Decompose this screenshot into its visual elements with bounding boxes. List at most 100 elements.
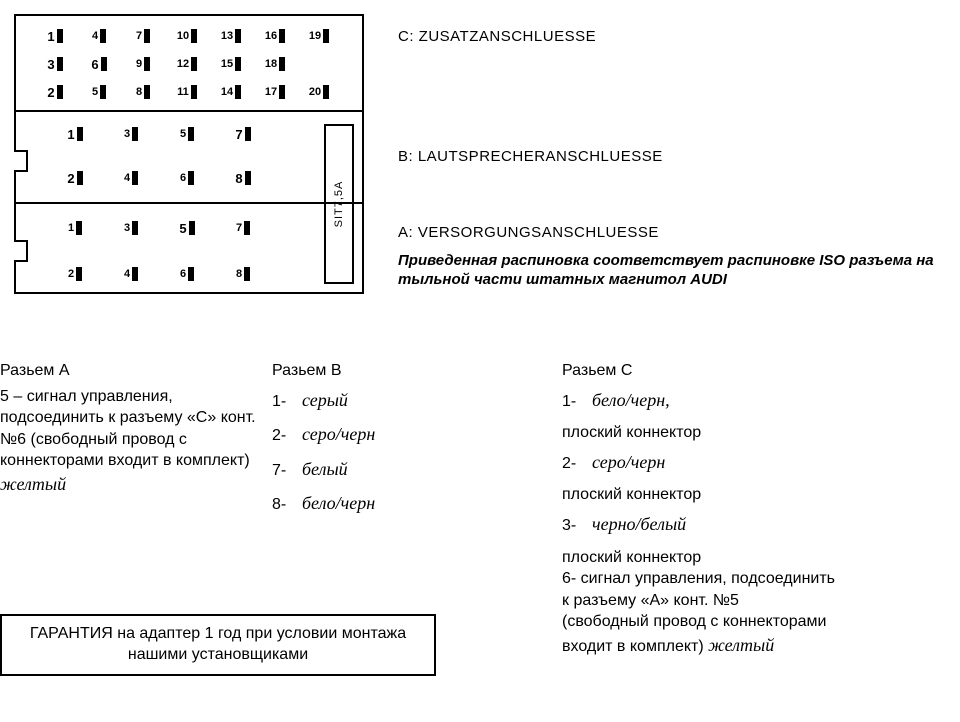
pin-number: 6 bbox=[180, 172, 186, 184]
pin-3: 3 bbox=[110, 127, 152, 141]
col-b-pin-line: 2- серо/черн bbox=[272, 422, 544, 447]
label-b: B: LAUTSPRECHERANSCHLUESSE bbox=[398, 148, 663, 165]
pin-number: 2 bbox=[68, 268, 74, 280]
pin-bar-icon bbox=[245, 171, 251, 185]
column-a-hand: желтый bbox=[0, 474, 66, 494]
pin-number: 14 bbox=[221, 86, 233, 98]
pin-label: 8- bbox=[272, 494, 294, 516]
pin-17: 17 bbox=[254, 85, 296, 99]
pin-6: 6 bbox=[166, 267, 208, 281]
a-row-2: 2 4 6 8 bbox=[16, 260, 362, 288]
handwritten-color: белый bbox=[302, 457, 348, 481]
pin-bar-icon bbox=[132, 127, 138, 141]
pin-bar-icon bbox=[76, 221, 82, 235]
b-row-2: 2 4 6 8 bbox=[16, 164, 362, 192]
pin-label: 2- bbox=[562, 453, 584, 475]
pin-bar-icon bbox=[188, 171, 194, 185]
pin-bar-icon bbox=[77, 171, 83, 185]
col-c-line: плоский коннектор bbox=[562, 484, 960, 506]
connector-diagram: SIT7,5A 14710131619 369121518 2581114172… bbox=[14, 14, 364, 294]
pin-bar-icon bbox=[323, 85, 329, 99]
pin-bar-icon bbox=[76, 267, 82, 281]
pin-bar-icon bbox=[323, 29, 329, 43]
pin-bar-icon bbox=[132, 171, 138, 185]
pin-number: 5 bbox=[180, 128, 186, 140]
label-c: C: ZUSATZANSCHLUESSE bbox=[398, 28, 596, 45]
handwritten-color: бело/черн bbox=[302, 491, 375, 515]
pin-bar-icon bbox=[100, 29, 106, 43]
c-row-1: 14710131619 bbox=[16, 22, 362, 50]
pin-bar-icon bbox=[144, 85, 150, 99]
pin-label: 3- bbox=[562, 515, 584, 537]
pin-11: 11 bbox=[166, 85, 208, 99]
pin-bar-icon bbox=[77, 127, 83, 141]
pin-number: 7 bbox=[136, 30, 142, 42]
pin-number: 8 bbox=[136, 86, 142, 98]
col-c-line: входит в комплект) желтый bbox=[562, 633, 960, 658]
col-c-line: 6- сигнал управления, подсоединить bbox=[562, 568, 960, 590]
pin-5: 5 bbox=[166, 221, 208, 236]
col-c-line: плоский коннектор bbox=[562, 422, 960, 444]
pin-10: 10 bbox=[166, 29, 208, 43]
col-c-line: 1-бело/черн, bbox=[562, 388, 960, 413]
pin-bar-icon bbox=[235, 57, 241, 71]
pin-2: 2 bbox=[54, 171, 96, 186]
pin-bar-icon bbox=[132, 267, 138, 281]
pin-number: 1 bbox=[67, 127, 74, 142]
column-b-title: Разьем B bbox=[272, 360, 544, 382]
pin-9: 9 bbox=[122, 57, 164, 71]
handwritten-color: бело/черн, bbox=[592, 388, 670, 412]
pin-bar-icon bbox=[279, 29, 285, 43]
pin-18: 18 bbox=[254, 57, 296, 71]
pin-4: 4 bbox=[110, 171, 152, 185]
pin-number: 8 bbox=[236, 268, 242, 280]
pin-bar-icon bbox=[191, 85, 197, 99]
pin-number: 17 bbox=[265, 86, 277, 98]
pin-19: 19 bbox=[298, 29, 340, 43]
pin-8: 8 bbox=[122, 85, 164, 99]
pin-bar-icon bbox=[244, 267, 250, 281]
column-a: Разьем A 5 – сигнал управления, подсоеди… bbox=[0, 360, 272, 658]
pin-label: 1- bbox=[272, 391, 294, 413]
pin-bar-icon bbox=[57, 85, 63, 99]
col-c-line: 2-серо/черн bbox=[562, 450, 960, 475]
label-a: A: VERSORGUNGSANSCHLUESSE bbox=[398, 224, 659, 241]
col-c-line: к разъему «А» конт. №5 bbox=[562, 590, 960, 612]
c-row-2: 3 6 9 12 15 18 bbox=[16, 50, 362, 78]
pin-bar-icon bbox=[279, 57, 285, 71]
pin-number: 3 bbox=[124, 128, 130, 140]
pin-label: 2- bbox=[272, 425, 294, 447]
pin-12: 12 bbox=[166, 57, 208, 71]
pin-number: 8 bbox=[235, 171, 242, 186]
pin-number: 4 bbox=[124, 172, 130, 184]
pin-number: 15 bbox=[221, 58, 233, 70]
warranty-box: ГАРАНТИЯ на адаптер 1 год при условии мо… bbox=[0, 614, 436, 676]
pin-number: 9 bbox=[136, 58, 142, 70]
col-c-line: (свободный провод с коннекторами bbox=[562, 611, 960, 633]
pin-number: 6 bbox=[91, 57, 98, 72]
pin-5: 5 bbox=[78, 85, 120, 99]
pin-number: 20 bbox=[309, 86, 321, 98]
pin-bar-icon bbox=[132, 221, 138, 235]
pin-number: 19 bbox=[309, 30, 321, 42]
pin-14: 14 bbox=[210, 85, 252, 99]
pin-columns: Разьем A 5 – сигнал управления, подсоеди… bbox=[0, 360, 960, 658]
pin-3: 3 bbox=[110, 221, 152, 235]
pin-2: 2 bbox=[54, 267, 96, 281]
pin-8: 8 bbox=[222, 267, 264, 281]
pin-number: 5 bbox=[179, 221, 186, 236]
pin-number: 3 bbox=[47, 57, 54, 72]
handwritten-color: серо/черн bbox=[302, 422, 375, 446]
iso-note: Приведенная распиновка соответствует рас… bbox=[398, 252, 938, 290]
pin-16: 16 bbox=[254, 29, 296, 43]
b-row-1: 1357 bbox=[16, 120, 362, 148]
pin-4: 4 bbox=[78, 29, 120, 43]
pin-bar-icon bbox=[235, 85, 241, 99]
pin-2: 2 bbox=[34, 85, 76, 100]
column-a-title: Разьем A bbox=[0, 360, 272, 382]
col-b-pin-line: 7-белый bbox=[272, 457, 544, 482]
pin-8: 8 bbox=[222, 171, 264, 186]
col-c-line: плоский коннектор bbox=[562, 547, 960, 569]
pin-number: 4 bbox=[124, 268, 130, 280]
pin-1: 1 bbox=[34, 29, 76, 44]
